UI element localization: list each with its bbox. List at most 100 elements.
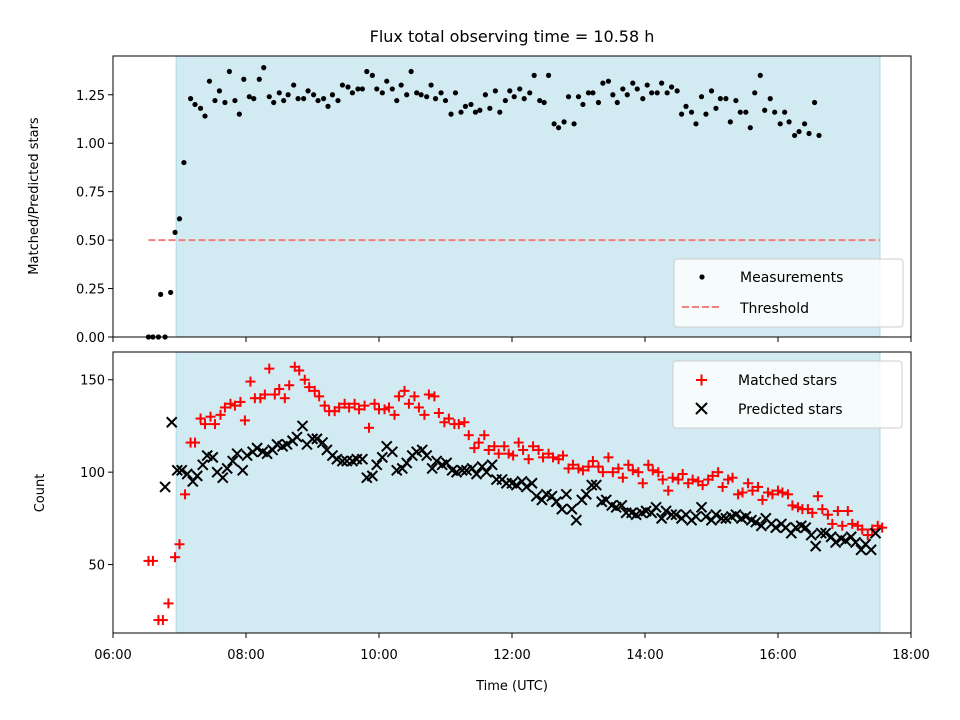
predicted-star-point	[650, 501, 662, 513]
measurement-point	[487, 105, 493, 111]
measurement-point	[575, 94, 582, 100]
measurement-point	[674, 88, 680, 94]
measurement-point	[206, 78, 213, 84]
matched-star-point	[523, 454, 534, 465]
matched-star-point	[423, 389, 434, 400]
measurement-point	[630, 80, 636, 86]
matched-star-point	[199, 419, 210, 430]
predicted-star-point	[401, 457, 413, 469]
matched-star-point	[827, 518, 838, 529]
x-axis-label: Time (UTC)	[475, 679, 548, 694]
measurement-point	[172, 229, 178, 235]
matched-star-point	[205, 411, 216, 422]
predicted-star-point	[520, 481, 533, 493]
predicted-star-point	[740, 510, 752, 523]
predicted-star-point	[486, 459, 498, 471]
predicted-star-point	[386, 446, 399, 458]
matched-star-point	[473, 437, 484, 448]
matched-star-point	[379, 404, 390, 415]
predicted-star-point	[556, 503, 568, 515]
measurement-point	[767, 96, 773, 102]
matched-star-point	[777, 487, 788, 498]
measurement-point	[664, 90, 670, 96]
measurement-point	[678, 111, 685, 117]
measurement-point	[291, 82, 297, 88]
measurement-point	[802, 121, 808, 127]
measurement-point	[448, 111, 454, 117]
measurement-point	[246, 94, 252, 100]
measurement-point	[792, 132, 798, 139]
measurement-point	[364, 68, 370, 75]
predicted-star-point	[700, 510, 712, 523]
matched-star-point	[647, 465, 658, 476]
measurement-point	[251, 96, 257, 102]
matched-star-point	[294, 365, 305, 376]
measurement-point	[345, 84, 351, 90]
predicted-star-point	[570, 514, 582, 526]
matched-star-point	[349, 398, 360, 409]
matched-star-point	[613, 463, 624, 474]
matched-star-point	[493, 448, 504, 459]
matched-star-point	[235, 396, 246, 407]
chart-title: Flux total observing time = 10.58 h	[370, 27, 655, 46]
predicted-star-point	[800, 521, 812, 534]
matched-star-point	[623, 459, 634, 470]
matched-star-point	[359, 400, 370, 411]
matched-star-point	[753, 481, 764, 492]
matched-star-point	[643, 459, 654, 470]
measurement-point	[654, 90, 660, 96]
measurement-point	[389, 86, 395, 92]
matched-star-point	[364, 422, 375, 433]
legend-predicted-label: Predicted stars	[738, 402, 843, 418]
measurement-point	[176, 216, 183, 222]
predicted-star-point	[171, 464, 183, 477]
matched-star-point	[633, 467, 644, 478]
matched-star-point	[727, 472, 738, 483]
predicted-star-point	[770, 521, 782, 534]
measurement-point	[432, 96, 439, 102]
measurement-point	[527, 90, 533, 96]
measurement-point	[688, 109, 695, 115]
ratio-legend: Measurements Threshold	[673, 258, 904, 328]
measurement-point	[757, 72, 763, 78]
measurement-point	[301, 96, 307, 102]
measurement-point	[545, 72, 552, 78]
measurement-point	[477, 107, 483, 113]
measurement-point	[295, 96, 301, 102]
predicted-star-point	[251, 442, 263, 454]
predicted-star-point	[376, 451, 389, 464]
predicted-star-point	[590, 479, 602, 491]
predicted-star-point	[181, 468, 193, 480]
matched-star-point	[508, 450, 519, 461]
predicted-star-point	[815, 527, 827, 539]
matched-star-point	[274, 383, 285, 394]
measurement-point	[782, 109, 788, 115]
matched-star-point	[319, 400, 330, 411]
matched-star-point	[792, 502, 803, 513]
measurement-point	[517, 86, 523, 92]
matched-star-point	[403, 398, 414, 409]
predicted-star-point	[470, 468, 483, 480]
measurement-point	[394, 97, 400, 104]
y-tick-label: 50	[88, 559, 105, 574]
predicted-star-point	[670, 508, 682, 521]
matched-star-point	[723, 474, 734, 485]
measurement-point	[585, 90, 592, 96]
y-tick-label: 0.50	[76, 234, 105, 249]
predicted-star-point	[750, 516, 762, 528]
matched-star-point	[782, 489, 793, 500]
measurement-point	[649, 90, 655, 96]
matched-star-point	[269, 389, 280, 400]
matched-star-point	[459, 417, 470, 428]
predicted-star-point	[819, 527, 832, 539]
measurement-point	[408, 68, 414, 75]
matched-star-point	[389, 409, 400, 420]
predicted-star-point	[829, 536, 842, 549]
predicted-star-point	[316, 436, 329, 449]
predicted-star-point	[221, 462, 233, 475]
predicted-star-point	[231, 447, 243, 460]
measurement-point	[624, 92, 630, 98]
matched-star-point	[757, 494, 768, 505]
predicted-star-point	[197, 459, 209, 471]
